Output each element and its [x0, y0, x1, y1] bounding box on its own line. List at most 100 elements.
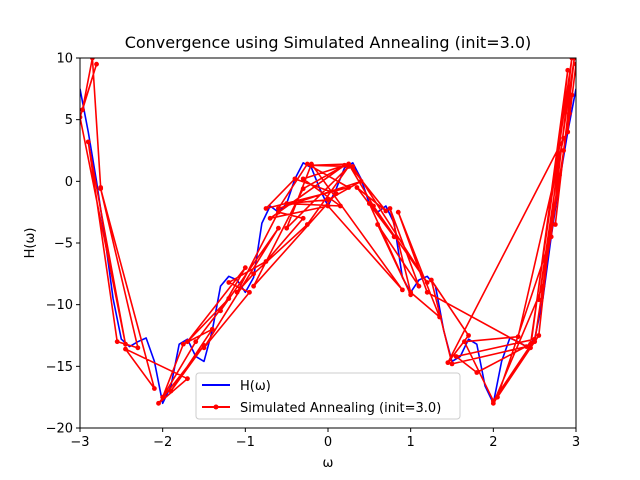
annealing-point: [325, 197, 331, 203]
legend-box: [195, 372, 461, 420]
y-axis-ticks: −20 −15 −10 −5 0 5 10: [46, 52, 80, 437]
annealing-point: [437, 314, 442, 320]
annealing-point: [284, 201, 290, 206]
y-tick-label: −10: [46, 298, 73, 313]
annealing-point: [395, 209, 401, 215]
annealing-point: [540, 283, 546, 289]
annealing-point: [263, 259, 269, 264]
annealing-point: [536, 297, 542, 303]
annealing-point: [226, 280, 232, 285]
x-tick-label: −1: [236, 435, 255, 450]
annealing-point: [276, 225, 281, 231]
annealing-point: [152, 386, 157, 391]
x-tick-label: 3: [572, 435, 580, 450]
annealing-point: [391, 234, 397, 240]
annealing-point: [449, 361, 455, 367]
y-tick-label: −20: [46, 422, 73, 437]
x-axis-label: ω: [323, 456, 334, 471]
legend-label-h: H(ω): [240, 379, 271, 394]
annealing-point: [123, 346, 128, 352]
annealing-point: [185, 339, 190, 345]
annealing-point: [565, 67, 571, 73]
annealing-point: [524, 344, 529, 349]
chart-title: Convergence using Simulated Annealing (i…: [125, 33, 532, 52]
annealing-point: [284, 225, 290, 231]
y-tick-label: 5: [65, 113, 73, 128]
annealing-point: [342, 162, 347, 168]
x-tick-label: −2: [153, 435, 172, 450]
annealing-point: [123, 341, 128, 347]
annealing-point: [557, 172, 562, 178]
annealing-point: [346, 164, 352, 169]
annealing-point: [528, 341, 533, 347]
annealing-point: [300, 186, 306, 192]
annealing-point: [209, 326, 215, 332]
annealing-point: [371, 203, 376, 209]
annealing-point: [90, 58, 95, 61]
annealing-point: [292, 176, 298, 182]
legend-marker-sa: [213, 404, 219, 410]
annealing-point: [366, 201, 372, 206]
y-axis-label: H(ω): [23, 228, 38, 259]
annealing-point: [387, 206, 393, 211]
annealing-point: [325, 203, 331, 209]
annealing-point: [350, 164, 356, 169]
annealing-point: [309, 161, 314, 167]
annealing-point: [98, 185, 104, 190]
annealing-point: [276, 206, 281, 211]
annealing-point: [565, 129, 571, 135]
annealing-point: [135, 345, 141, 351]
annealing-point: [304, 222, 310, 227]
annealing-point: [300, 215, 306, 221]
annealing-point: [495, 394, 500, 400]
annealing-point: [338, 203, 343, 209]
annealing-point: [276, 209, 281, 215]
annealing-point: [445, 360, 451, 366]
annealing-point: [251, 283, 256, 289]
annealing-point: [383, 208, 389, 214]
series-simulated-annealing: [80, 58, 576, 406]
annealing-point: [528, 345, 533, 351]
annealing-point: [428, 277, 434, 283]
annealing-point: [408, 292, 414, 298]
annealing-point: [346, 185, 352, 190]
annealing-point: [80, 107, 85, 113]
annealing-point: [114, 339, 120, 345]
annealing-point: [536, 333, 542, 338]
annealing-point: [548, 234, 554, 240]
y-tick-label: 10: [56, 52, 73, 67]
annealing-point: [490, 398, 496, 404]
annealing-point: [218, 308, 223, 314]
annealing-point: [462, 339, 467, 345]
annealing-point: [375, 222, 380, 227]
x-tick-label: 1: [407, 435, 415, 450]
annealing-point: [424, 280, 430, 285]
annealing-point: [474, 370, 480, 375]
annealing-point: [573, 61, 576, 67]
annealing-point: [569, 58, 575, 61]
annealing-point: [193, 339, 199, 345]
annealing-point: [160, 394, 166, 400]
annealing-point: [247, 289, 252, 295]
annealing-point: [532, 336, 538, 342]
annealing-point: [561, 148, 566, 153]
y-tick-label: −15: [46, 360, 73, 375]
annealing-point: [561, 135, 566, 141]
annealing-point: [333, 191, 339, 197]
annealing-point: [552, 222, 558, 227]
x-axis-ticks: −3 −2 −1 0 1 2 3: [70, 428, 580, 450]
annealing-point: [354, 185, 360, 190]
annealing-point: [515, 334, 521, 340]
annealing-point: [300, 176, 306, 182]
annealing-point: [94, 61, 99, 67]
annealing-point: [80, 114, 83, 120]
series-layer: [80, 58, 576, 406]
annealing-point: [304, 161, 310, 167]
annealing-point: [358, 178, 364, 184]
annealing-point: [416, 283, 422, 289]
annealing-point: [242, 265, 248, 271]
annealing-point: [85, 139, 91, 145]
annealing-point: [201, 342, 207, 348]
y-tick-label: −5: [54, 237, 73, 252]
